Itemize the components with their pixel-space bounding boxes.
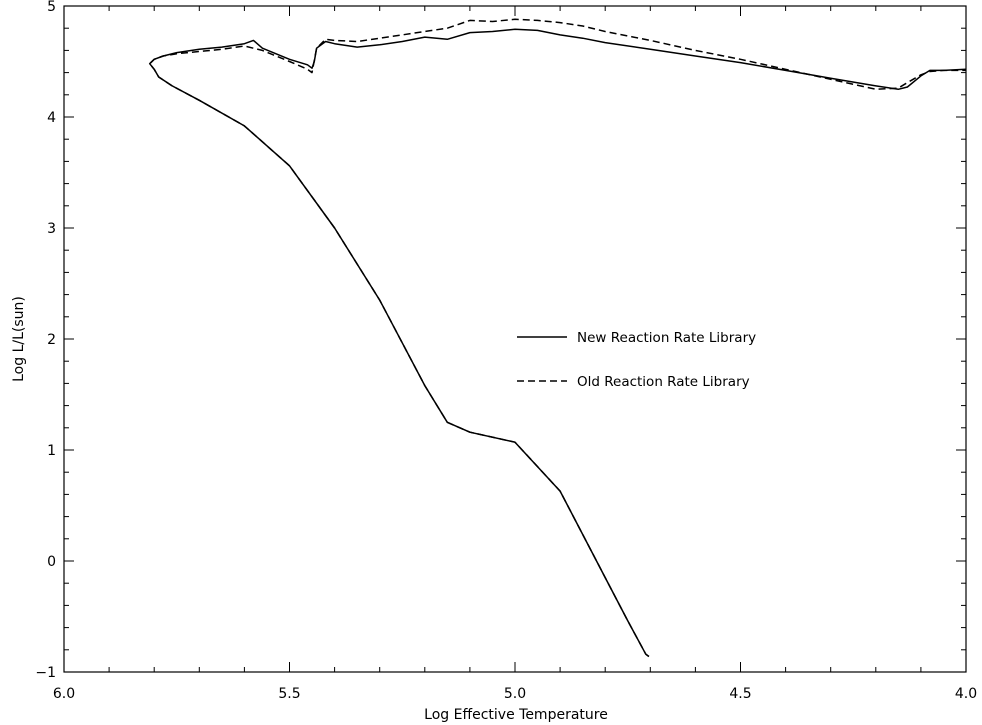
y-tick-label: −1 xyxy=(35,665,56,681)
y-tick-label: 2 xyxy=(47,332,56,348)
axes: 6.0 5.5 5.0 4.5 4.0 −1 0 1 2 3 4 5 xyxy=(35,0,977,702)
y-tick-label: 3 xyxy=(47,221,56,237)
x-tick-label: 5.0 xyxy=(504,686,526,702)
legend: New Reaction Rate Library Old Reaction Ra… xyxy=(517,330,756,390)
legend-label: Old Reaction Rate Library xyxy=(577,374,750,390)
x-tick-label: 5.5 xyxy=(278,686,300,702)
legend-label: New Reaction Rate Library xyxy=(577,330,756,346)
x-axis-title: Log Effective Temperature xyxy=(424,707,608,723)
plot-area xyxy=(148,18,967,658)
x-tick-label: 4.5 xyxy=(729,686,751,702)
y-tick-label: 1 xyxy=(47,443,56,459)
series-line-old-library xyxy=(148,18,966,658)
y-tick-label: 5 xyxy=(47,0,56,15)
x-tick-label: 4.0 xyxy=(955,686,977,702)
y-tick-label: 0 xyxy=(47,554,56,570)
y-tick-label: 4 xyxy=(47,110,56,126)
x-tick-label: 6.0 xyxy=(53,686,75,702)
series-line-new-library xyxy=(148,28,967,658)
plot-frame xyxy=(63,5,967,673)
y-axis-title: Log L/L(sun) xyxy=(11,296,27,382)
